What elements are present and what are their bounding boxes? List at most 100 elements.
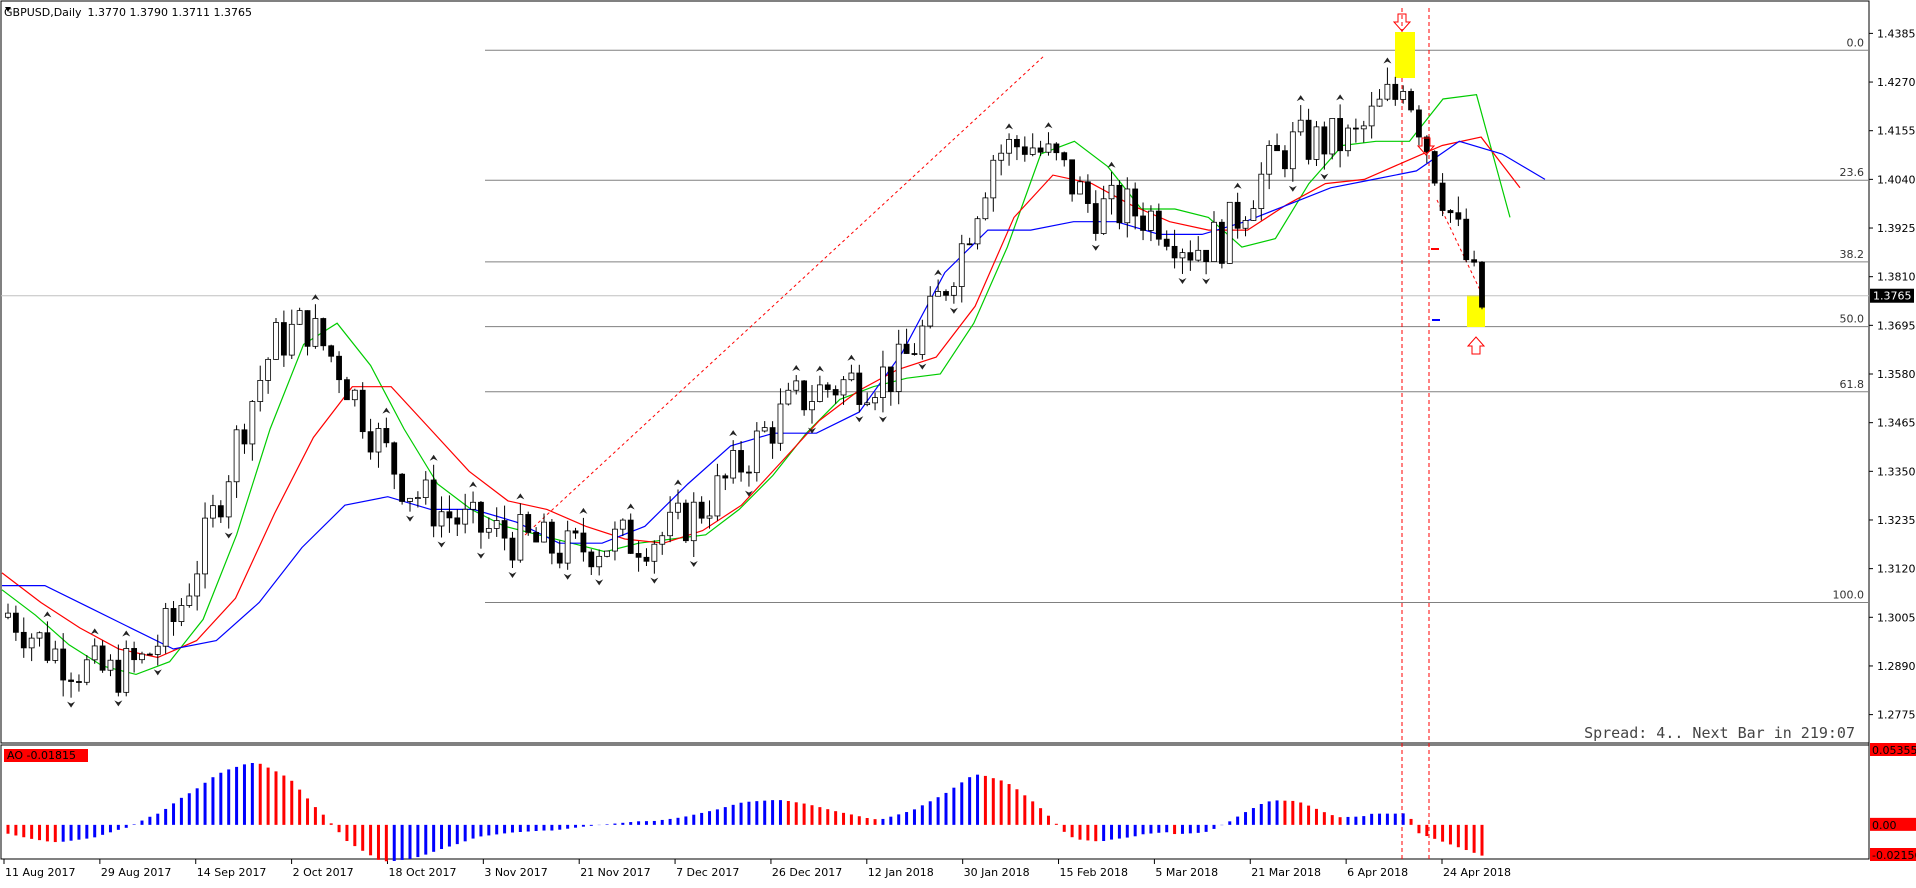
fractal-up-icon — [579, 507, 588, 514]
chart-symbol: GBPUSD,Daily 1.3770 1.3790 1.3711 1.3765 — [4, 6, 252, 19]
candle-body — [146, 653, 153, 656]
candle-body — [533, 532, 540, 543]
candle-body — [880, 366, 886, 398]
current-price-tag: 1.3765 — [1870, 288, 1914, 303]
candle-body — [627, 519, 634, 554]
fractal-down-icon — [153, 669, 162, 676]
candle-body — [517, 514, 524, 561]
y-tick-label: 1.3810 — [1877, 271, 1916, 284]
candle-body — [1045, 143, 1052, 153]
candle-body — [801, 380, 808, 411]
fractal-up-icon — [1336, 94, 1345, 101]
candle-body — [178, 605, 185, 622]
fractal-up-icon — [1383, 57, 1392, 64]
x-tick-label: 21 Nov 2017 — [580, 866, 650, 879]
candle-body — [619, 519, 626, 530]
candle-body — [493, 520, 500, 529]
fractal-down-icon — [476, 552, 485, 559]
ao-tick-label: 0.05355 — [1872, 744, 1916, 757]
candle-body — [714, 475, 721, 517]
candle-body — [1187, 252, 1194, 261]
fractal-down-icon — [114, 700, 123, 707]
fractals — [43, 57, 1392, 708]
candle-body — [1337, 118, 1344, 152]
trendline-dashed[interactable] — [524, 54, 1046, 536]
candle-body — [273, 322, 279, 360]
candle-body — [1321, 126, 1328, 155]
candle-body — [635, 553, 642, 558]
y-tick-label: 1.3005 — [1877, 611, 1916, 624]
candle-body — [225, 481, 232, 518]
candle-body — [1069, 159, 1076, 195]
fractal-up-icon — [516, 493, 525, 500]
dropdown-triangle-icon[interactable] — [5, 7, 11, 12]
candle-body — [793, 380, 800, 391]
candle-body — [1376, 98, 1383, 107]
candle-body — [320, 318, 327, 347]
candle-body — [44, 632, 51, 661]
fractal-down-icon — [224, 532, 233, 539]
y-tick-label: 1.3235 — [1877, 514, 1916, 527]
candle-body — [753, 430, 760, 474]
arrow-down-icon — [1392, 13, 1412, 32]
candle-body — [1077, 181, 1083, 195]
candle-body — [596, 555, 603, 568]
fractal-down-icon — [855, 416, 864, 423]
candle-body — [1329, 118, 1336, 155]
x-tick-label: 30 Jan 2018 — [964, 866, 1030, 879]
fibonacci-lines: 0.0 23.6 38.2 50.0 61.8 100.0 — [485, 36, 1868, 603]
candle-body — [690, 501, 697, 542]
fractal-down-icon — [508, 571, 517, 578]
candle-body — [399, 473, 406, 502]
candle-body — [1305, 119, 1312, 160]
candle-body — [746, 471, 752, 474]
fib-level-label: 100.0 — [1833, 588, 1865, 601]
candle-body — [1266, 145, 1273, 175]
candle-body — [454, 517, 461, 525]
candle-body — [761, 427, 768, 432]
fractal-up-icon — [729, 430, 738, 437]
candle-body — [1108, 184, 1115, 200]
candle-body — [840, 379, 847, 396]
x-tick-label: 24 Apr 2018 — [1443, 866, 1511, 879]
fractal-up-icon — [43, 611, 52, 618]
candle-body — [525, 514, 532, 533]
candle-body — [304, 310, 311, 347]
candle-body — [1384, 83, 1391, 100]
candle-body — [541, 521, 547, 543]
fractal-down-icon — [918, 363, 927, 370]
x-tick-label: 15 Feb 2018 — [1060, 866, 1128, 879]
candle-body — [1195, 249, 1202, 261]
candle-body — [1408, 91, 1414, 111]
trendline-short[interactable] — [1436, 199, 1481, 291]
candle-body — [1203, 249, 1210, 263]
candle-body — [60, 648, 67, 681]
fractal-up-icon — [1233, 182, 1242, 189]
candle-body — [430, 479, 437, 527]
candle-body — [5, 612, 11, 618]
highlight-top — [1395, 32, 1415, 78]
arrow-up-icon — [1466, 336, 1486, 355]
candle-body — [1392, 83, 1399, 100]
candle-body — [115, 659, 122, 693]
candle-body — [1455, 212, 1462, 220]
candle-body — [438, 511, 445, 527]
candle-body — [241, 429, 248, 445]
candle-body — [99, 645, 106, 671]
ao-tick-label: 0.00 — [1872, 819, 1897, 832]
candle-body — [927, 295, 934, 327]
candle-body — [824, 384, 831, 390]
candle-body — [990, 159, 997, 199]
candle-body — [1171, 245, 1178, 259]
fib-level-label: 61.8 — [1840, 378, 1865, 391]
x-tick-label: 21 Mar 2018 — [1251, 866, 1321, 879]
candle-body — [943, 291, 949, 296]
y-tick-label: 1.4270 — [1877, 76, 1916, 89]
candle-body — [1116, 184, 1123, 224]
candle-body — [548, 521, 555, 554]
candle-body — [722, 475, 729, 479]
fractal-up-icon — [815, 365, 824, 372]
x-tick-label: 6 Apr 2018 — [1347, 866, 1408, 879]
x-tick-label: 7 Dec 2017 — [676, 866, 739, 879]
